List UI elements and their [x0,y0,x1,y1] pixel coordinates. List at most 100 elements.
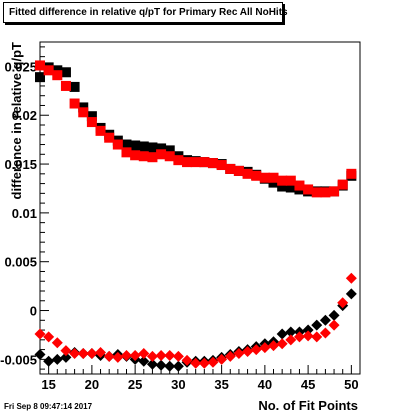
data-point-diamond [216,353,228,365]
x-tick-label: 35 [214,377,228,392]
y-tick-label: 0.02 [12,108,37,123]
data-point-diamond [311,319,323,331]
x-axis-title: No. of Fit Points [258,398,358,413]
data-point-square [104,132,115,143]
data-point-square [199,157,210,168]
data-point-square [320,187,331,198]
data-point-diamond [172,360,184,372]
data-point-square [216,160,227,171]
data-point-square [86,117,97,128]
data-point-diamond [181,354,193,366]
data-point-diamond [146,350,158,362]
data-point-diamond [138,355,150,367]
data-point-diamond [328,319,340,331]
data-point-diamond [51,337,63,349]
data-point-square [277,175,288,186]
data-point-diamond [155,349,167,361]
data-point-square [147,142,158,153]
data-point-diamond [259,342,271,354]
x-tick-label: 20 [85,377,99,392]
data-point-square [242,168,253,179]
data-point-square [121,147,132,158]
axis-ticks: 15 20 25 30 35 40 45 50 -0.005 0 0.005 0.01 0.015 0.0… [0,46,361,392]
data-point-square [35,60,45,71]
data-point-square [52,70,63,81]
x-tick-label: 45 [301,377,315,392]
y-tick-label: 0.01 [12,206,37,221]
data-point-diamond [250,344,262,356]
y-tick-label: 0.015 [4,157,37,172]
data-point-diamond [172,350,184,362]
chart-title: Fitted difference in relative q/pT for P… [9,7,288,18]
data-point-square [112,139,123,150]
data-point-diamond [112,351,124,363]
data-point-square [121,139,132,150]
data-point-square [130,140,141,151]
data-point-square [69,98,80,109]
data-point-diamond [276,338,288,350]
y-tick-label: 0.025 [4,59,37,74]
data-point-diamond [311,331,323,343]
data-point-square [190,157,201,168]
data-point-diamond [302,330,314,342]
data-point-square [35,72,45,83]
y-tick-label: 0 [30,304,37,319]
data-point-square [303,184,314,195]
y-tick-label: -0.005 [0,352,37,367]
data-point-diamond [43,331,55,343]
data-point-square [138,141,149,152]
data-point-diamond [146,358,158,370]
data-point-diamond [224,350,236,362]
data-point-diamond [95,347,107,359]
data-point-diamond [328,309,340,321]
data-point-diamond [120,349,132,361]
data-point-diamond [34,348,46,360]
data-point-square [43,65,54,76]
data-point-diamond [345,288,357,300]
data-point-diamond [198,357,210,369]
data-point-diamond [268,340,280,352]
data-point-diamond [337,297,349,309]
data-point-diamond [129,349,141,361]
data-point-square [164,145,175,156]
data-point-square [225,163,236,174]
data-point-diamond [190,357,202,369]
data-point-square [251,170,262,181]
data-point-square [147,152,158,163]
data-point-diamond [164,349,176,361]
data-point-diamond [103,350,115,362]
data-point-square [156,143,167,154]
data-point-diamond [242,346,254,358]
data-point-square [138,151,149,162]
data-point-square [78,107,89,118]
data-point-diamond [276,328,288,340]
y-tick-label: 0.005 [4,255,37,270]
data-point-diamond [285,334,297,346]
x-tick-label: 50 [344,377,358,392]
data-point-square [329,186,340,197]
data-point-square [156,149,167,160]
data-point-diamond [69,347,81,359]
data-point-diamond [319,327,331,339]
chart-title-box: Fitted difference in relative q/pT for P… [3,2,288,23]
plot-frame [39,41,361,375]
data-point-square [60,80,71,91]
data-point-square [294,180,305,191]
x-tick-label: 25 [128,377,142,392]
data-point-square [285,175,296,186]
data-point-diamond [86,347,98,359]
data-point-square [86,111,97,122]
x-tick-label: 15 [41,377,55,392]
data-point-square [60,67,71,78]
data-point-diamond [233,347,245,359]
data-point-diamond [293,331,305,343]
data-point-square [182,157,193,168]
x-tick-label: 40 [258,377,272,392]
data-point-square [311,187,322,198]
data-point-square [285,182,296,193]
data-point-diamond [155,359,167,371]
data-point-diamond [319,314,331,326]
data-point-diamond [43,355,55,367]
data-point-diamond [60,351,72,363]
